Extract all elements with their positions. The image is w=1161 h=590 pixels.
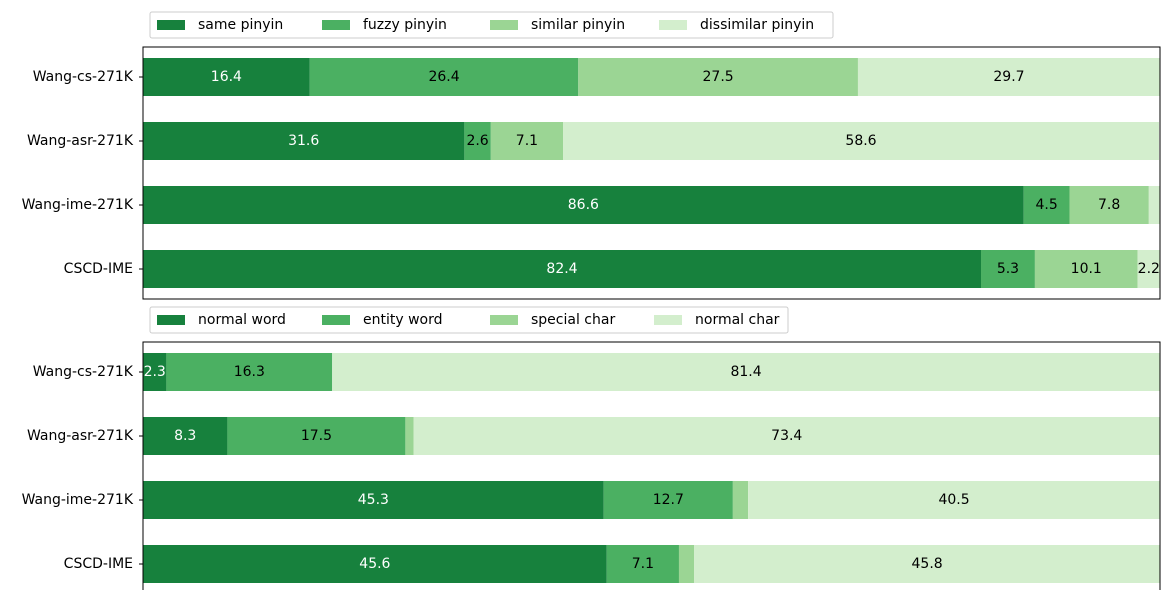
bar-segment (227, 417, 406, 455)
bar-segment (981, 250, 1035, 288)
data-label: 7.1 (632, 556, 654, 572)
y-tick-label: Wang-cs-271K (33, 364, 134, 380)
legend-label: entity word (363, 312, 443, 328)
bar-segment (563, 122, 1159, 160)
legend-swatch (654, 315, 682, 325)
y-tick-label: Wang-asr-271K (27, 428, 134, 444)
legend-label: dissimilar pinyin (700, 17, 814, 33)
data-label: 40.5 (938, 492, 969, 508)
legend-label: normal word (198, 312, 286, 328)
bar-segment (694, 545, 1160, 583)
data-label: 58.6 (845, 133, 876, 149)
legend-swatch (322, 315, 350, 325)
bar-segment (413, 417, 1161, 455)
data-label: 8.3 (174, 428, 196, 444)
bar-segment (143, 186, 1024, 224)
bar-segment (464, 122, 491, 160)
legend-label: special char (531, 312, 615, 328)
data-label: 2.3 (144, 364, 166, 380)
data-label: 73.4 (771, 428, 802, 444)
y-tick-label: CSCD-IME (64, 556, 133, 572)
data-label: 16.3 (234, 364, 265, 380)
legend-label: normal char (695, 312, 780, 328)
legend-label: similar pinyin (531, 17, 625, 33)
plot-frame (142, 46, 1161, 300)
bar-segment (678, 545, 695, 583)
y-tick-label: Wang-cs-271K (33, 69, 134, 85)
data-label: 26.4 (428, 69, 459, 85)
plot-frame (142, 341, 1161, 590)
bar-segment (143, 417, 228, 455)
bar-segment (143, 481, 604, 519)
data-label: 81.4 (730, 364, 761, 380)
bar-segment (309, 58, 579, 96)
bar-segment (332, 353, 1160, 391)
data-label: 7.8 (1098, 197, 1120, 213)
data-label: 2.6 (466, 133, 488, 149)
data-label: 17.5 (301, 428, 332, 444)
y-tick-label: CSCD-IME (64, 261, 133, 277)
data-label: 10.1 (1071, 261, 1102, 277)
bar-segment (143, 250, 982, 288)
bar-segment (143, 545, 607, 583)
legend-label: same pinyin (198, 17, 283, 33)
data-label: 27.5 (703, 69, 734, 85)
data-label: 45.8 (912, 556, 943, 572)
data-label: 12.7 (653, 492, 684, 508)
bar-segment (857, 58, 1160, 96)
bar-segment (143, 353, 167, 391)
bar-segment (1034, 250, 1138, 288)
bar-segment (405, 417, 414, 455)
bar-segment (732, 481, 749, 519)
legend-swatch (157, 20, 185, 30)
y-tick-label: Wang-ime-271K (22, 197, 134, 213)
legend-swatch (157, 315, 185, 325)
y-tick-label: Wang-asr-271K (27, 133, 134, 149)
legend-swatch (490, 315, 518, 325)
legend-swatch (659, 20, 687, 30)
legend-swatch (490, 20, 518, 30)
legend-box (149, 306, 789, 334)
data-label: 5.3 (997, 261, 1019, 277)
bar-segment (143, 58, 310, 96)
data-label: 82.4 (546, 261, 577, 277)
legend-label: fuzzy pinyin (363, 17, 447, 33)
bar-segment (166, 353, 333, 391)
data-label: 7.1 (516, 133, 538, 149)
data-label: 31.6 (288, 133, 319, 149)
data-label: 2.2 (1138, 261, 1160, 277)
data-label: 16.4 (211, 69, 242, 85)
data-label: 86.6 (568, 197, 599, 213)
legend-swatch (322, 20, 350, 30)
bar-segment (143, 122, 465, 160)
bar-segment (606, 545, 679, 583)
data-label: 45.3 (358, 492, 389, 508)
bar-segment (1023, 186, 1070, 224)
bar-segment (1069, 186, 1149, 224)
bar-segment (490, 122, 564, 160)
bar-segment (1148, 186, 1160, 224)
y-tick-label: Wang-ime-271K (22, 492, 134, 508)
bar-segment (748, 481, 1160, 519)
bar-segment (578, 58, 858, 96)
data-label: 4.5 (1035, 197, 1057, 213)
bar-segment (1137, 250, 1160, 288)
data-label: 45.6 (359, 556, 390, 572)
data-label: 29.7 (993, 69, 1024, 85)
bar-segment (603, 481, 733, 519)
